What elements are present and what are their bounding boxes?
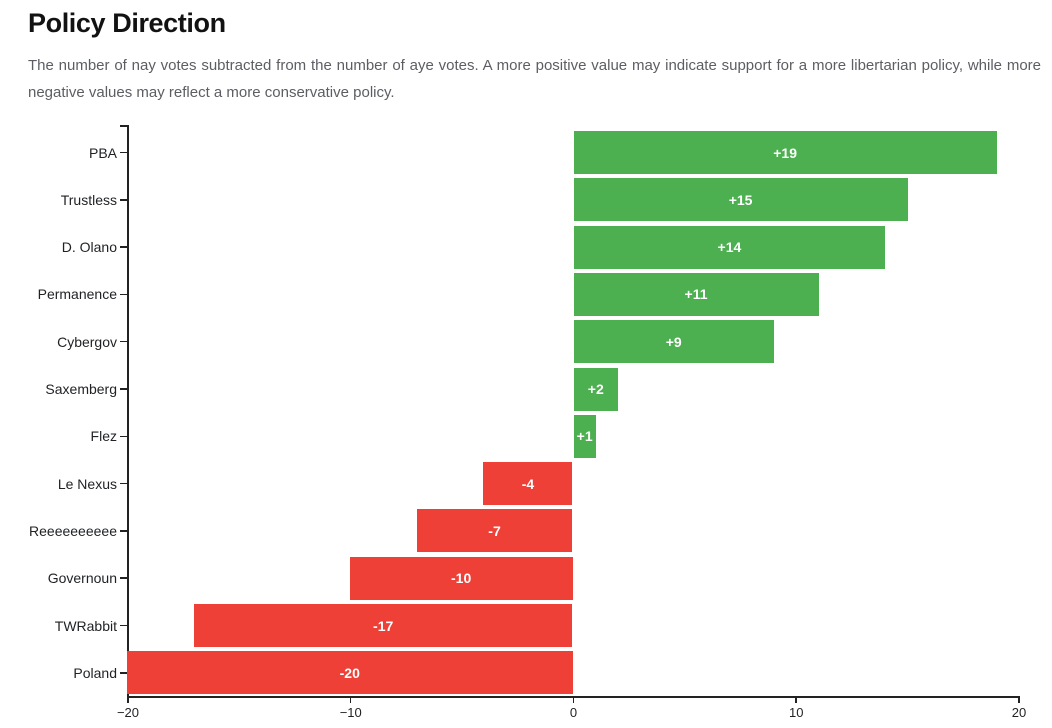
y-axis-tick bbox=[120, 151, 127, 154]
bar: -10 bbox=[349, 556, 573, 600]
bar: -20 bbox=[127, 651, 573, 695]
page-subtitle: The number of nay votes subtracted from … bbox=[28, 57, 1041, 101]
category-label: Poland bbox=[73, 664, 117, 681]
category-label: Saxemberg bbox=[45, 381, 117, 397]
category-label: Cybergov bbox=[57, 333, 117, 350]
bar: +9 bbox=[573, 320, 774, 364]
page-title: Policy Direction bbox=[28, 8, 226, 38]
category-label: Permanence bbox=[37, 286, 117, 303]
y-axis-tick bbox=[120, 293, 127, 296]
category-label: TWRabbit bbox=[54, 617, 117, 634]
y-axis-tick bbox=[120, 482, 127, 485]
category-label: Reeeeeeeeee bbox=[29, 522, 117, 539]
bar: +1 bbox=[573, 414, 596, 458]
bar-value-label: +14 bbox=[717, 239, 742, 256]
bar: +11 bbox=[573, 272, 819, 316]
y-axis-tick bbox=[120, 530, 127, 532]
category-label: Trustless bbox=[60, 191, 117, 208]
x-axis-tick bbox=[1018, 696, 1020, 703]
bar-value-label: +9 bbox=[665, 333, 682, 350]
x-axis-tick bbox=[572, 696, 574, 703]
bar-value-label: -7 bbox=[488, 522, 501, 539]
bar-value-label: +19 bbox=[773, 144, 797, 161]
x-axis-tick bbox=[795, 696, 797, 703]
x-axis-tick bbox=[349, 696, 352, 703]
bar: +19 bbox=[573, 131, 997, 174]
x-axis-tick-label: −10 bbox=[339, 705, 362, 720]
y-axis-tick bbox=[120, 340, 127, 343]
x-axis-line bbox=[127, 696, 1020, 698]
bar: -17 bbox=[193, 604, 573, 647]
y-axis-tick bbox=[120, 672, 127, 674]
y-axis-tick bbox=[120, 246, 127, 248]
bar-value-label: -17 bbox=[373, 617, 394, 634]
bar: -4 bbox=[483, 462, 573, 506]
category-label: Governoun bbox=[47, 570, 117, 587]
category-label: PBA bbox=[88, 144, 117, 161]
bar-value-label: +1 bbox=[576, 428, 593, 445]
bar-value-label: -4 bbox=[521, 475, 535, 492]
y-axis-top-cap bbox=[120, 125, 128, 127]
bar-value-label: -20 bbox=[339, 664, 360, 681]
y-axis-tick bbox=[120, 624, 127, 627]
x-axis-tick-label: 10 bbox=[789, 705, 804, 720]
y-axis-tick bbox=[120, 388, 127, 390]
bar: -7 bbox=[416, 509, 573, 553]
category-label: Flez bbox=[90, 428, 117, 445]
bar: +2 bbox=[573, 367, 619, 411]
x-axis-tick-label: 20 bbox=[1011, 705, 1027, 720]
bar: +15 bbox=[573, 178, 908, 222]
bar-value-label: +15 bbox=[728, 191, 753, 208]
y-axis-line bbox=[127, 125, 129, 696]
policy-direction-bar-chart: −20 −10 0 10 20 PBA +19 Trustless +15 D. Olano +14… bbox=[0, 8, 1052, 728]
bar-value-label: +2 bbox=[587, 381, 604, 397]
x-axis-tick bbox=[127, 696, 129, 703]
bar: +14 bbox=[573, 225, 886, 269]
category-label: Le Nexus bbox=[57, 475, 117, 492]
bar-value-label: +11 bbox=[684, 286, 708, 303]
x-axis-tick-label: −20 bbox=[116, 705, 140, 720]
y-axis-tick bbox=[120, 199, 127, 201]
x-axis-tick-label: 0 bbox=[569, 705, 578, 720]
y-axis-tick bbox=[120, 435, 127, 438]
y-axis-tick bbox=[120, 577, 127, 579]
category-label: D. Olano bbox=[61, 239, 117, 256]
bar-value-label: -10 bbox=[451, 570, 472, 587]
